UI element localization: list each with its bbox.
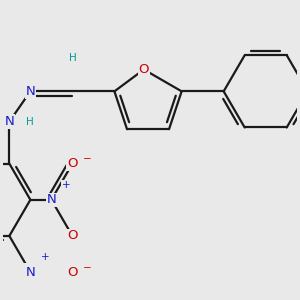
Text: +: + bbox=[62, 180, 70, 190]
Text: H: H bbox=[26, 117, 34, 127]
Text: N: N bbox=[4, 115, 14, 128]
Text: H: H bbox=[68, 53, 76, 63]
Text: +: + bbox=[41, 252, 50, 262]
Text: O: O bbox=[67, 266, 78, 279]
Text: −: − bbox=[83, 263, 92, 273]
Text: N: N bbox=[26, 266, 35, 279]
Text: N: N bbox=[26, 85, 35, 98]
Text: −: − bbox=[83, 154, 92, 164]
Text: O: O bbox=[139, 63, 149, 76]
Text: N: N bbox=[46, 193, 56, 206]
Text: O: O bbox=[67, 230, 78, 242]
Text: O: O bbox=[67, 157, 78, 170]
